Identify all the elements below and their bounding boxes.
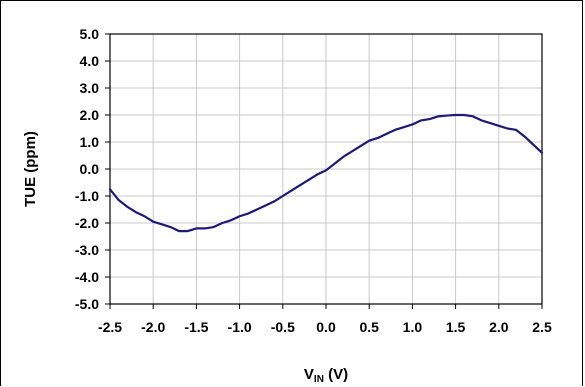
- x-tick-label: -2.5: [98, 319, 122, 335]
- y-tick-label: 2.0: [80, 107, 100, 123]
- x-tick-label: 2.0: [489, 319, 509, 335]
- series-line: [108, 113, 544, 233]
- y-tick-label: 4.0: [80, 53, 100, 69]
- x-tick-label: 0.0: [316, 319, 336, 335]
- x-tick-label: -2.0: [141, 319, 165, 335]
- y-tick-label: 5.0: [80, 26, 100, 42]
- y-tick-label: -1.0: [75, 188, 99, 204]
- y-tick-label: -5.0: [75, 296, 99, 312]
- x-tick-label: 1.5: [446, 319, 466, 335]
- x-tick-label: 0.5: [359, 319, 379, 335]
- x-axis-ticks: -2.5 -2.0 -1.5 -1.0 -0.5 0.0 0.5 1.0 1.5 2.0 2.5: [98, 304, 552, 335]
- x-tick-label: 2.5: [532, 319, 552, 335]
- x-axis-title: VIN (V): [304, 366, 348, 385]
- y-tick-label: 0.0: [80, 161, 100, 177]
- x-tick-label: -0.5: [271, 319, 295, 335]
- y-tick-label: -2.0: [75, 215, 99, 231]
- x-tick-label: -1.0: [228, 319, 252, 335]
- y-tick-label: -3.0: [75, 242, 99, 258]
- y-axis-title: TUE (ppm): [22, 131, 39, 207]
- x-tick-label: 1.0: [403, 319, 423, 335]
- y-tick-label: 3.0: [80, 80, 100, 96]
- y-tick-label: 1.0: [80, 134, 100, 150]
- y-tick-label: -4.0: [75, 269, 99, 285]
- y-axis-ticks: 5.0 4.0 3.0 2.0 1.0 0.0 -1.0 -2.0 -3.0 -4.0 -5.0: [75, 26, 110, 312]
- x-tick-label: -1.5: [184, 319, 208, 335]
